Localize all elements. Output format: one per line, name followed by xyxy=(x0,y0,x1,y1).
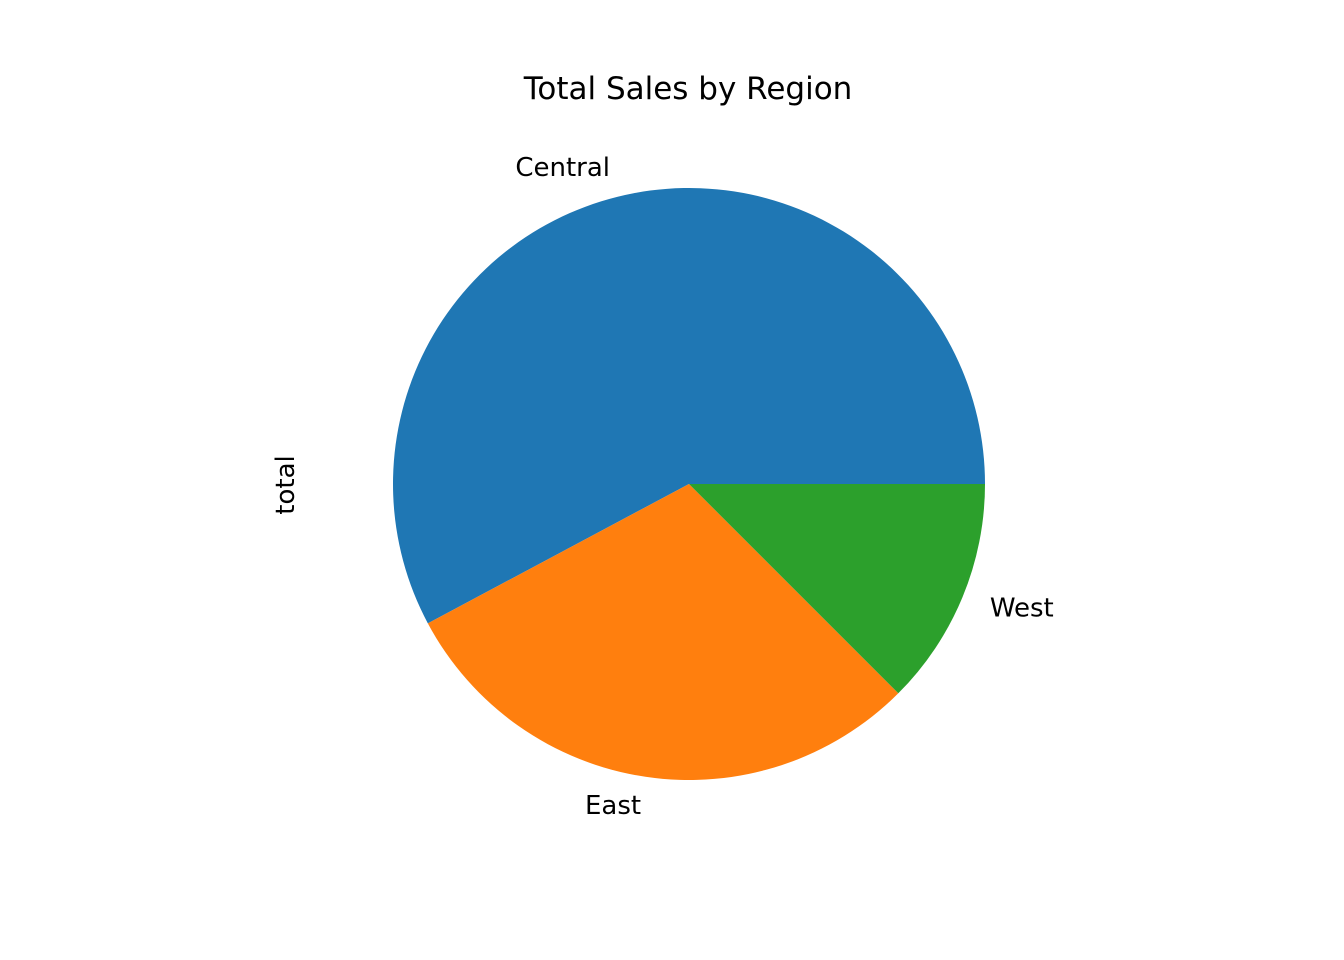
pie-label-west: West xyxy=(990,594,1054,624)
pie-label-east: East xyxy=(585,791,641,821)
pie-label-central: Central xyxy=(515,153,610,183)
chart-title: Total Sales by Region xyxy=(523,71,853,107)
pie-slices xyxy=(392,188,985,781)
pie-labels: Central East West xyxy=(515,153,1053,821)
pie-slice-east xyxy=(427,484,899,781)
pie-slice-central xyxy=(392,188,985,624)
pie-slice-west xyxy=(689,484,985,694)
y-axis-label: total xyxy=(271,455,301,514)
